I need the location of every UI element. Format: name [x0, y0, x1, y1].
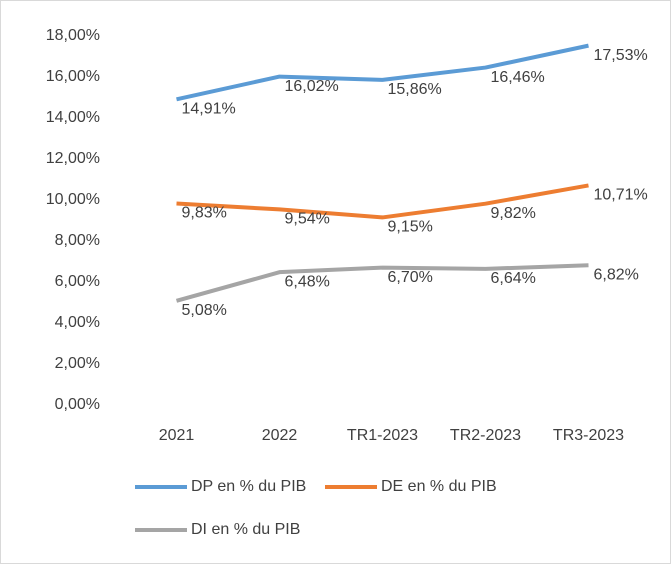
x-tick-label: 2021	[159, 427, 195, 444]
data-label: 16,46%	[491, 69, 545, 86]
series-line	[175, 263, 589, 303]
data-label: 6,64%	[491, 270, 536, 287]
y-tick-label: 18,00%	[46, 27, 100, 44]
legend-label: DP en % du PIB	[191, 478, 306, 495]
y-tick-label: 10,00%	[46, 191, 100, 208]
data-label: 9,83%	[182, 205, 227, 222]
x-tick-label: TR1-2023	[347, 427, 418, 444]
y-tick-label: 8,00%	[55, 232, 100, 249]
x-tick-label: 2022	[262, 427, 298, 444]
y-tick-label: 4,00%	[55, 314, 100, 331]
data-label: 5,08%	[182, 302, 227, 319]
data-label: 15,86%	[388, 81, 442, 98]
y-tick-label: 16,00%	[46, 68, 100, 85]
y-tick-label: 12,00%	[46, 150, 100, 167]
data-label: 6,82%	[594, 266, 639, 283]
y-tick-label: 0,00%	[55, 396, 100, 413]
series-line	[176, 43, 589, 102]
data-label: 9,82%	[491, 205, 536, 222]
y-tick-label: 14,00%	[46, 109, 100, 126]
legend-label: DE en % du PIB	[381, 478, 497, 495]
y-tick-label: 2,00%	[55, 355, 100, 372]
data-label: 10,71%	[594, 187, 648, 204]
series-line	[176, 183, 589, 220]
legend-label: DI en % du PIB	[191, 521, 300, 538]
x-tick-label: TR3-2023	[553, 427, 624, 444]
y-tick-label: 6,00%	[55, 273, 100, 290]
data-label: 16,02%	[285, 78, 339, 95]
data-label: 14,91%	[182, 101, 236, 118]
data-label: 6,48%	[285, 273, 330, 290]
data-label: 6,70%	[388, 269, 433, 286]
x-tick-label: TR2-2023	[450, 427, 521, 444]
data-label: 9,15%	[388, 219, 433, 236]
data-label: 17,53%	[594, 47, 648, 64]
data-label: 9,54%	[285, 211, 330, 228]
